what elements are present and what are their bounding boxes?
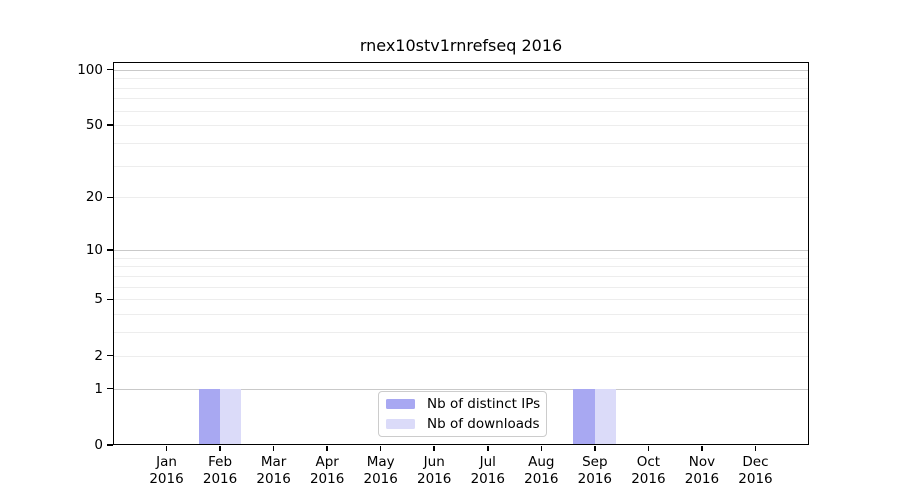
y-tick-label: 1 [94,380,103,397]
chart-title: rnex10stv1rnrefseq 2016 [359,36,563,55]
y-tick-mark [107,249,113,251]
y-tick-label: 50 [85,117,103,134]
gridline-minor [114,110,808,112]
gridline-minor [114,165,808,167]
x-tick-mark [701,446,703,451]
x-tick-label: Aug 2016 [524,454,559,487]
y-tick-mark [107,444,113,446]
x-tick-mark [487,446,489,451]
y-tick-mark [107,387,113,390]
bar-distinct-ips [573,388,595,444]
bar-downloads [594,388,617,444]
y-tick-mark [107,298,113,301]
x-tick-mark [594,446,596,451]
axes-spines [113,62,809,445]
gridline-minor [114,355,808,357]
x-tick-mark [754,446,757,451]
gridline-minor [114,332,808,334]
legend: Nb of distinct IPs Nb of downloads [378,391,547,437]
y-tick-mark [107,68,113,71]
x-tick-mark [219,446,221,451]
gridline-major [114,388,808,390]
x-tick-label: Oct 2016 [631,454,666,487]
bar-downloads [220,388,242,444]
x-tick-mark [272,446,275,451]
gridline-minor [114,142,808,144]
legend-label-distinct-ips: Nb of distinct IPs [427,396,541,412]
gridline-minor [114,299,808,301]
legend-label-downloads: Nb of downloads [427,416,540,432]
gridline-minor [114,286,808,288]
y-tick-label: 100 [77,61,103,78]
x-tick-label: Jun 2016 [417,454,452,487]
x-tick-label: May 2016 [363,454,398,487]
gridline-major [114,69,808,71]
legend-swatch-distinct-ips [386,399,415,409]
x-tick-mark [165,446,168,451]
gridline-minor [114,257,808,259]
y-tick-label: 10 [85,241,103,258]
legend-item-distinct-ips: Nb of distinct IPs [386,396,546,412]
gridline-minor [114,98,808,100]
y-tick-label: 0 [94,437,103,453]
x-tick-mark [433,446,435,451]
y-tick-label: 5 [94,291,103,308]
y-tick-mark [107,124,113,126]
x-tick-mark [647,446,650,451]
bar-distinct-ips [198,388,221,444]
x-tick-mark [379,446,382,451]
gridline-minor [114,266,808,268]
x-tick-mark [326,446,328,451]
gridline-major [114,249,808,251]
x-tick-label: Apr 2016 [309,454,345,487]
x-tick-label: Sep 2016 [577,454,613,487]
x-tick-label: Feb 2016 [202,454,238,487]
x-tick-label: Jul 2016 [470,454,505,487]
gridline-minor [114,275,808,277]
gridline-minor [114,125,808,127]
x-tick-label: Jan 2016 [149,454,184,487]
x-tick-label: Mar 2016 [256,454,291,487]
y-tick-mark [107,196,113,199]
x-tick-label: Dec 2016 [738,454,773,487]
y-tick-label: 2 [94,347,103,364]
x-tick-label: Nov 2016 [684,454,720,487]
y-tick-mark [107,354,113,357]
x-tick-mark [540,446,543,451]
legend-swatch-downloads [386,419,415,429]
gridline-minor [114,78,808,80]
gridline-minor [114,197,808,199]
legend-item-downloads: Nb of downloads [386,416,546,432]
gridline-minor [114,314,808,316]
y-tick-label: 20 [85,189,103,206]
gridline-minor [114,87,808,89]
